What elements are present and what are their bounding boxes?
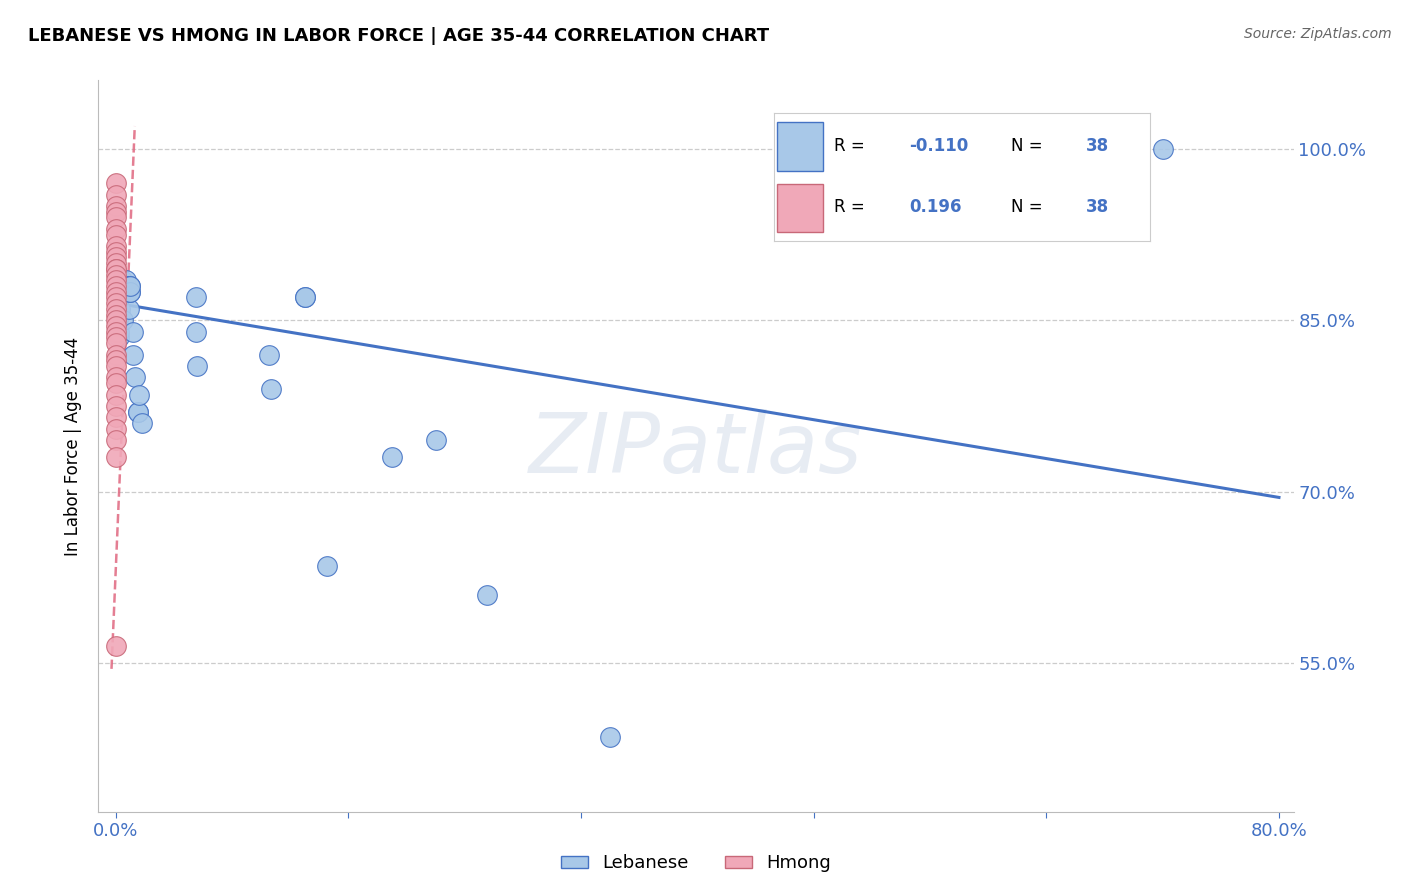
Point	[104, 296, 127, 310]
Point	[104, 273, 127, 287]
Point	[104, 318, 127, 333]
Point	[104, 176, 127, 190]
Text: LEBANESE VS HMONG IN LABOR FORCE | AGE 35-44 CORRELATION CHART: LEBANESE VS HMONG IN LABOR FORCE | AGE 3…	[28, 27, 769, 45]
Point	[111, 279, 134, 293]
Point	[104, 422, 127, 436]
Point	[104, 387, 127, 401]
Point	[104, 313, 127, 327]
Point	[104, 301, 127, 316]
Point	[110, 301, 132, 316]
Point	[107, 330, 129, 344]
Point	[475, 588, 498, 602]
Point	[111, 273, 134, 287]
Point	[425, 434, 447, 448]
Point	[104, 227, 127, 242]
Point	[104, 244, 127, 259]
Point	[127, 405, 149, 419]
Point	[104, 434, 127, 448]
Point	[104, 239, 127, 253]
Point	[186, 359, 208, 373]
Point	[104, 639, 127, 653]
Point	[104, 410, 127, 425]
Point	[107, 325, 129, 339]
Point	[104, 187, 127, 202]
Point	[110, 285, 132, 299]
Point	[260, 382, 283, 396]
Point	[104, 256, 127, 270]
Point	[104, 336, 127, 351]
Point	[131, 416, 153, 430]
Point	[315, 559, 337, 574]
Point	[104, 199, 127, 213]
Point	[184, 325, 207, 339]
Point	[104, 308, 127, 322]
Point	[104, 348, 127, 362]
Point	[294, 290, 316, 304]
Point	[104, 261, 127, 276]
Point	[128, 387, 150, 401]
Point	[104, 222, 127, 236]
Point	[104, 450, 127, 465]
Point	[112, 313, 135, 327]
Point	[117, 279, 139, 293]
Point	[104, 261, 127, 276]
Point	[117, 285, 139, 299]
Point	[294, 290, 316, 304]
Point	[104, 353, 127, 368]
Point	[599, 731, 621, 745]
Point	[114, 279, 136, 293]
Point	[110, 308, 132, 322]
Point	[104, 268, 127, 282]
Point	[120, 285, 142, 299]
Point	[104, 279, 127, 293]
Point	[104, 370, 127, 384]
Point	[104, 399, 127, 413]
Point	[127, 405, 149, 419]
Point	[104, 359, 127, 373]
Legend: Lebanese, Hmong: Lebanese, Hmong	[561, 855, 831, 872]
Point	[118, 301, 141, 316]
Point	[122, 348, 145, 362]
Point	[104, 376, 127, 391]
Point	[110, 290, 132, 304]
Y-axis label: In Labor Force | Age 35-44: In Labor Force | Age 35-44	[65, 336, 83, 556]
Point	[257, 348, 280, 362]
Point	[122, 325, 145, 339]
Point	[124, 370, 146, 384]
Point	[104, 251, 127, 265]
Text: Source: ZipAtlas.com: Source: ZipAtlas.com	[1244, 27, 1392, 41]
Point	[120, 279, 142, 293]
Point	[115, 273, 138, 287]
Point	[104, 330, 127, 344]
Point	[1152, 142, 1174, 156]
Point	[104, 290, 127, 304]
Point	[184, 290, 207, 304]
Point	[120, 285, 142, 299]
Text: ZIPatlas: ZIPatlas	[529, 409, 863, 490]
Point	[104, 285, 127, 299]
Point	[104, 204, 127, 219]
Point	[120, 279, 142, 293]
Point	[104, 211, 127, 225]
Point	[104, 325, 127, 339]
Point	[381, 450, 404, 465]
